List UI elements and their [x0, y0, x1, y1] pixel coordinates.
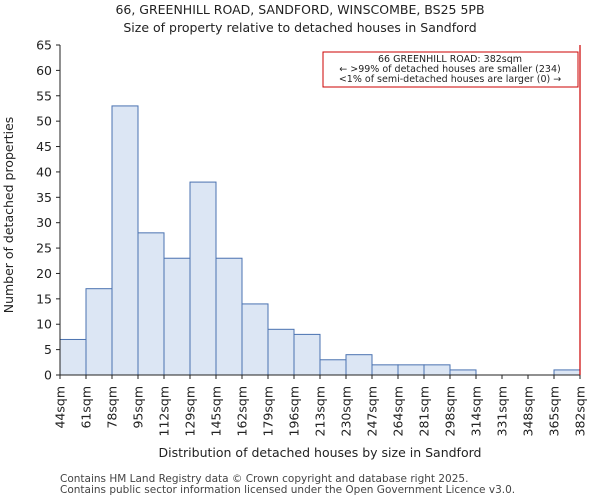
- annotation-line-3: <1% of semi-detached houses are larger (…: [339, 74, 561, 85]
- y-tick-label: 50: [36, 114, 52, 129]
- x-tick-label: 247sqm: [365, 386, 380, 436]
- annotation-line-2: ← >99% of detached houses are smaller (2…: [339, 64, 560, 75]
- bar-247sqm: [371, 364, 399, 376]
- axes-frame: [59, 45, 580, 376]
- y-tick-label: 65: [36, 38, 52, 53]
- x-axis-label: Distribution of detached houses by size …: [159, 445, 482, 460]
- x-tick-label: 281sqm: [417, 386, 432, 436]
- bar-281sqm: [423, 364, 451, 376]
- bar-78sqm: [111, 105, 139, 376]
- x-tick-label: 61sqm: [79, 386, 94, 429]
- y-tick-label: 10: [36, 317, 52, 332]
- x-tick-label: 314sqm: [469, 386, 484, 436]
- x-tick-label: 162sqm: [235, 386, 250, 436]
- x-tick-label: 230sqm: [339, 386, 354, 436]
- y-tick-label: 15: [36, 291, 52, 306]
- y-tick-label: 5: [44, 342, 52, 357]
- bar-213sqm: [319, 359, 347, 376]
- x-tick-label: 145sqm: [209, 386, 224, 436]
- bars-group: [59, 105, 581, 376]
- bar-112sqm: [163, 257, 191, 376]
- y-tick-label: 25: [36, 241, 52, 256]
- bar-162sqm: [241, 303, 269, 376]
- y-tick-label: 60: [36, 63, 52, 78]
- x-tick-label: 112sqm: [157, 386, 172, 436]
- bar-61sqm: [85, 288, 113, 376]
- x-tick-label: 382sqm: [573, 386, 588, 436]
- y-tick-label: 20: [36, 266, 52, 281]
- bar-44sqm: [59, 338, 87, 376]
- x-tick-label: 213sqm: [313, 386, 328, 436]
- footer-line-1: Contains HM Land Registry data © Crown c…: [60, 473, 469, 485]
- bar-129sqm: [189, 181, 217, 376]
- y-axis-label: Number of detached properties: [1, 117, 16, 314]
- bar-95sqm: [137, 232, 165, 376]
- x-tick-label: 331sqm: [495, 386, 510, 436]
- y-tick-label: 40: [36, 164, 52, 179]
- annotation-box: 66 GREENHILL ROAD: 382sqm ← >99% of deta…: [322, 51, 579, 88]
- x-tick-label: 264sqm: [391, 386, 406, 436]
- x-tick-label: 44sqm: [53, 386, 68, 429]
- y-tick-label: 45: [36, 139, 52, 154]
- x-tick-label: 179sqm: [261, 386, 276, 436]
- bar-179sqm: [267, 328, 295, 376]
- x-tick-label: 196sqm: [287, 386, 302, 436]
- footer-line-2: Contains public sector information licen…: [60, 484, 516, 496]
- x-tick-label: 348sqm: [521, 386, 536, 436]
- annotation-frame: [322, 51, 579, 88]
- bar-264sqm: [397, 364, 425, 376]
- chart-title: 66, GREENHILL ROAD, SANDFORD, WINSCOMBE,…: [115, 2, 485, 17]
- x-tick-label: 129sqm: [183, 386, 198, 436]
- x-tick-label: 78sqm: [105, 386, 120, 429]
- y-tick-label: 0: [44, 368, 52, 383]
- x-axis-ticks: 44sqm 61sqm 78sqm 95sqm 112sqm 129sqm 145sqm 16…: [53, 375, 588, 436]
- annotation-line-1: 66 GREENHILL ROAD: 382sqm: [378, 54, 522, 65]
- chart-subtitle: Size of property relative to detached ho…: [123, 20, 477, 35]
- y-tick-label: 35: [36, 190, 52, 205]
- y-tick-label: 30: [36, 215, 52, 230]
- x-tick-label: 365sqm: [547, 386, 562, 436]
- x-tick-label: 95sqm: [131, 386, 146, 429]
- x-tick-label: 298sqm: [443, 386, 458, 436]
- bar-145sqm: [215, 257, 243, 376]
- bar-230sqm: [345, 354, 373, 376]
- bar-298sqm: [449, 369, 477, 376]
- y-tick-label: 55: [36, 88, 52, 103]
- y-axis-ticks: 0 5 10 15 20 25 30 35 40 45 50 55 60 65: [36, 38, 60, 383]
- bar-196sqm: [293, 333, 321, 376]
- bar-365sqm: [553, 369, 581, 376]
